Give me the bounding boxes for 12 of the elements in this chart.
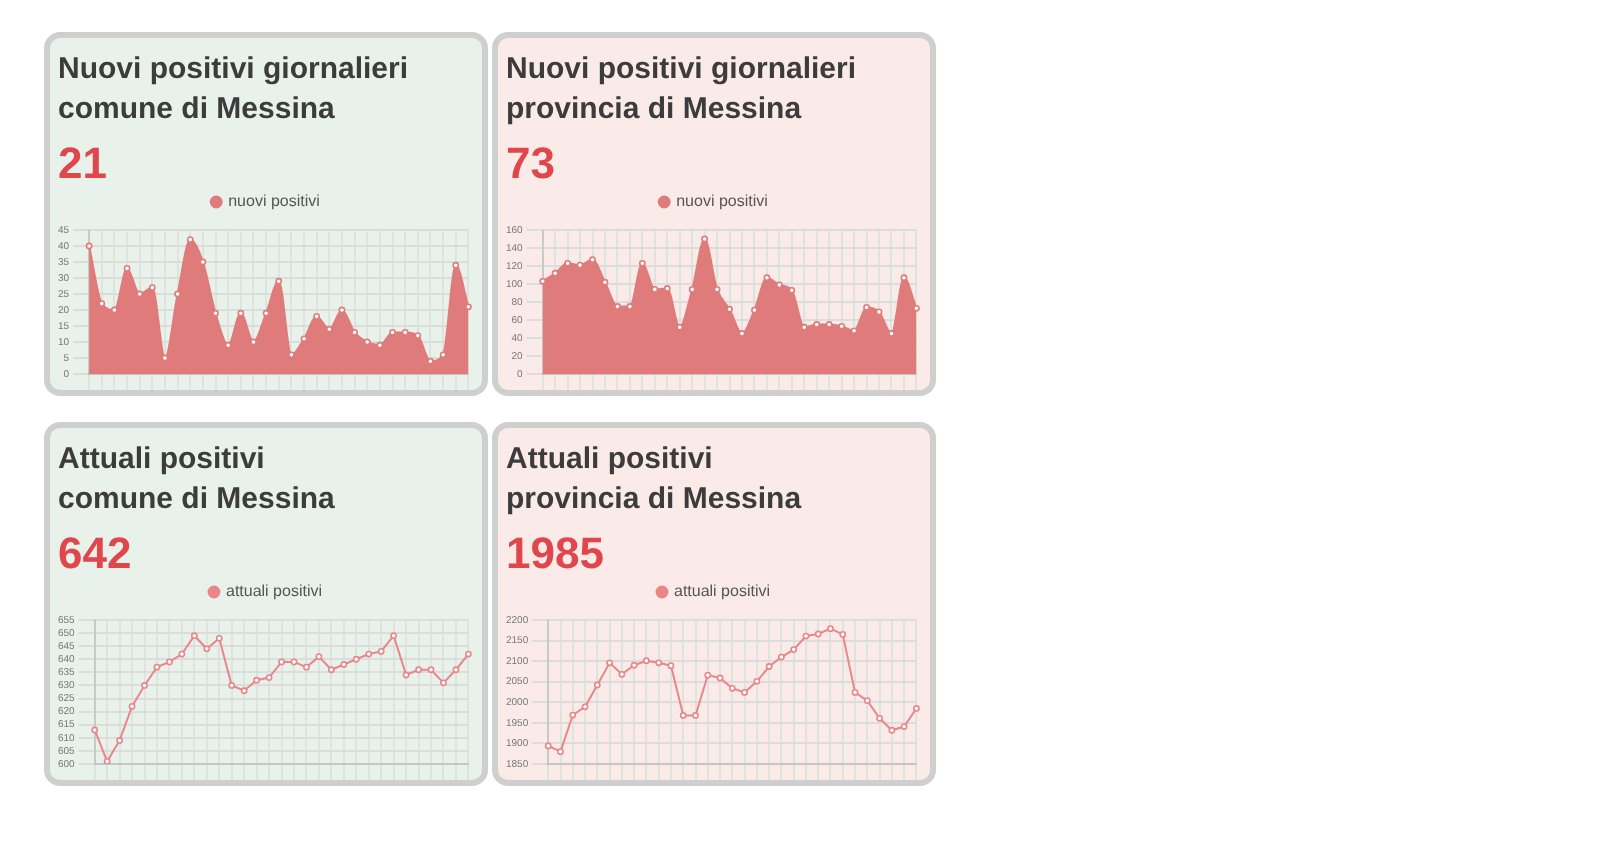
legend-label: nuovi positivi [676,192,769,211]
chart-subtitle: 21 [58,138,107,190]
chart-subtitle: 73 [506,138,555,190]
legend-label: attuali positivi [673,582,771,601]
chart-title: Nuovi positivi giornalieri provincia di Messina [506,50,857,130]
legend-label: nuovi positivi [228,192,321,211]
chart-subtitle: 1985 [506,528,604,580]
chart-title: Nuovi positivi giornalieri comune di Messina [58,50,409,130]
legend-label: attuali positivi [225,582,323,601]
chart-subtitle: 642 [58,528,132,580]
chart-title: Attuali positivi comune di Messina [58,440,335,520]
chart-title: Attuali positivi provincia di Messina [506,440,802,520]
